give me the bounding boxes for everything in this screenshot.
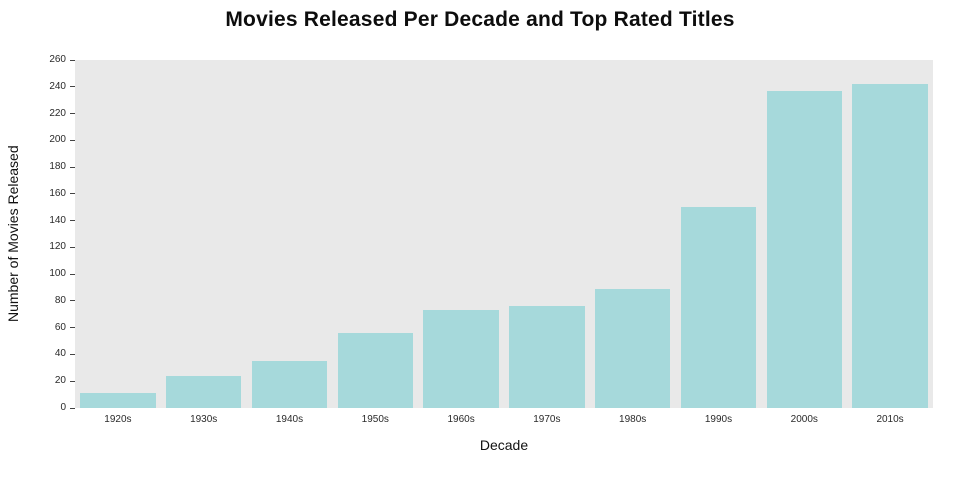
y-tick-mark: [70, 353, 75, 355]
y-tick-mark: [70, 113, 75, 115]
y-axis-title: Number of Movies Released: [5, 145, 21, 323]
y-tick: 220: [49, 107, 75, 119]
bar-1930s[interactable]: [165, 375, 242, 408]
y-tick-label: 180: [49, 161, 66, 173]
y-tick-mark: [70, 220, 75, 222]
y-tick-label: 200: [49, 134, 66, 146]
bar-1940s[interactable]: [251, 361, 328, 408]
y-tick-label: 60: [54, 321, 66, 333]
y-tick: 20: [55, 376, 75, 386]
x-tick-label: 1970s: [533, 414, 561, 425]
bar-band: [418, 60, 504, 408]
bar-band: [676, 60, 762, 408]
y-tick: 160: [49, 187, 75, 199]
y-tick-mark: [70, 327, 75, 329]
y-tick-mark: [70, 139, 75, 141]
bar-band: [75, 60, 161, 408]
y-tick-label: 220: [49, 107, 66, 119]
x-tick-label: 2000s: [790, 414, 818, 425]
x-tick-label: 1980s: [619, 414, 647, 425]
x-tick-label: 1960s: [447, 414, 475, 425]
x-tick-label: 1950s: [361, 414, 389, 425]
y-tick: 140: [49, 214, 75, 226]
y-tick-mark: [70, 166, 75, 168]
bars-container: [75, 60, 933, 408]
bar-band: [847, 60, 933, 408]
x-tick-label: 1920s: [104, 414, 132, 425]
y-tick-label: 40: [54, 348, 66, 360]
y-tick-mark: [70, 59, 75, 61]
y-tick: 100: [49, 269, 75, 279]
y-tick-mark: [70, 407, 75, 409]
x-tick-label: 1990s: [704, 414, 733, 425]
y-tick: 80: [54, 294, 75, 306]
y-tick-mark: [70, 193, 75, 195]
y-tick: 240: [49, 80, 75, 92]
y-tick: 60: [54, 321, 75, 333]
y-tick-label: 160: [49, 187, 66, 199]
y-tick-mark: [70, 86, 75, 88]
bar-1970s[interactable]: [509, 306, 585, 408]
y-tick: 200: [49, 135, 75, 145]
bar-2010s[interactable]: [852, 84, 928, 408]
y-tick-label: 0: [60, 402, 66, 413]
x-tick-label: 2010s: [876, 414, 904, 425]
bar-2000s[interactable]: [766, 90, 843, 408]
bar-band: [504, 60, 590, 408]
y-tick-label: 260: [49, 54, 66, 65]
bar-band: [761, 60, 847, 408]
y-tick: 260: [49, 55, 75, 65]
plot-area: 0 20 40 60 80 100 120 140 160 180 200 220 240 260: [49, 55, 933, 413]
y-tick-mark: [70, 380, 75, 382]
y-tick-mark: [70, 300, 75, 302]
bar-band: [247, 60, 333, 408]
bar-1980s[interactable]: [594, 288, 671, 408]
y-tick-mark: [70, 246, 75, 248]
y-tick: 120: [49, 242, 75, 252]
bar-band: [161, 60, 247, 408]
y-tick: 180: [49, 162, 75, 172]
y-tick-label: 80: [54, 294, 66, 306]
y-tick-label: 240: [49, 80, 66, 92]
x-tick-label: 1930s: [190, 414, 218, 425]
x-tick-labels: 1920s 1930s 1940s 1950s 1960s 1970s 1980s 1990s…: [75, 414, 933, 425]
bar-1960s[interactable]: [423, 310, 499, 408]
bar-band: [590, 60, 676, 408]
y-tick-label: 20: [54, 375, 66, 387]
x-tick-label: 1940s: [275, 414, 304, 425]
y-tick: 40: [55, 349, 75, 359]
chart-title: Movies Released Per Decade and Top Rated…: [225, 8, 735, 31]
x-axis-title: Decade: [479, 437, 529, 453]
bar-band: [332, 60, 418, 408]
y-tick-label: 100: [49, 268, 66, 280]
bar-1990s[interactable]: [680, 207, 757, 408]
y-tick-mark: [70, 273, 75, 275]
bar-1950s[interactable]: [337, 333, 414, 408]
y-tick: 0: [60, 403, 75, 413]
y-tick-label: 120: [49, 241, 66, 253]
y-tick-label: 140: [49, 214, 66, 226]
bar-1920s[interactable]: [80, 393, 156, 408]
